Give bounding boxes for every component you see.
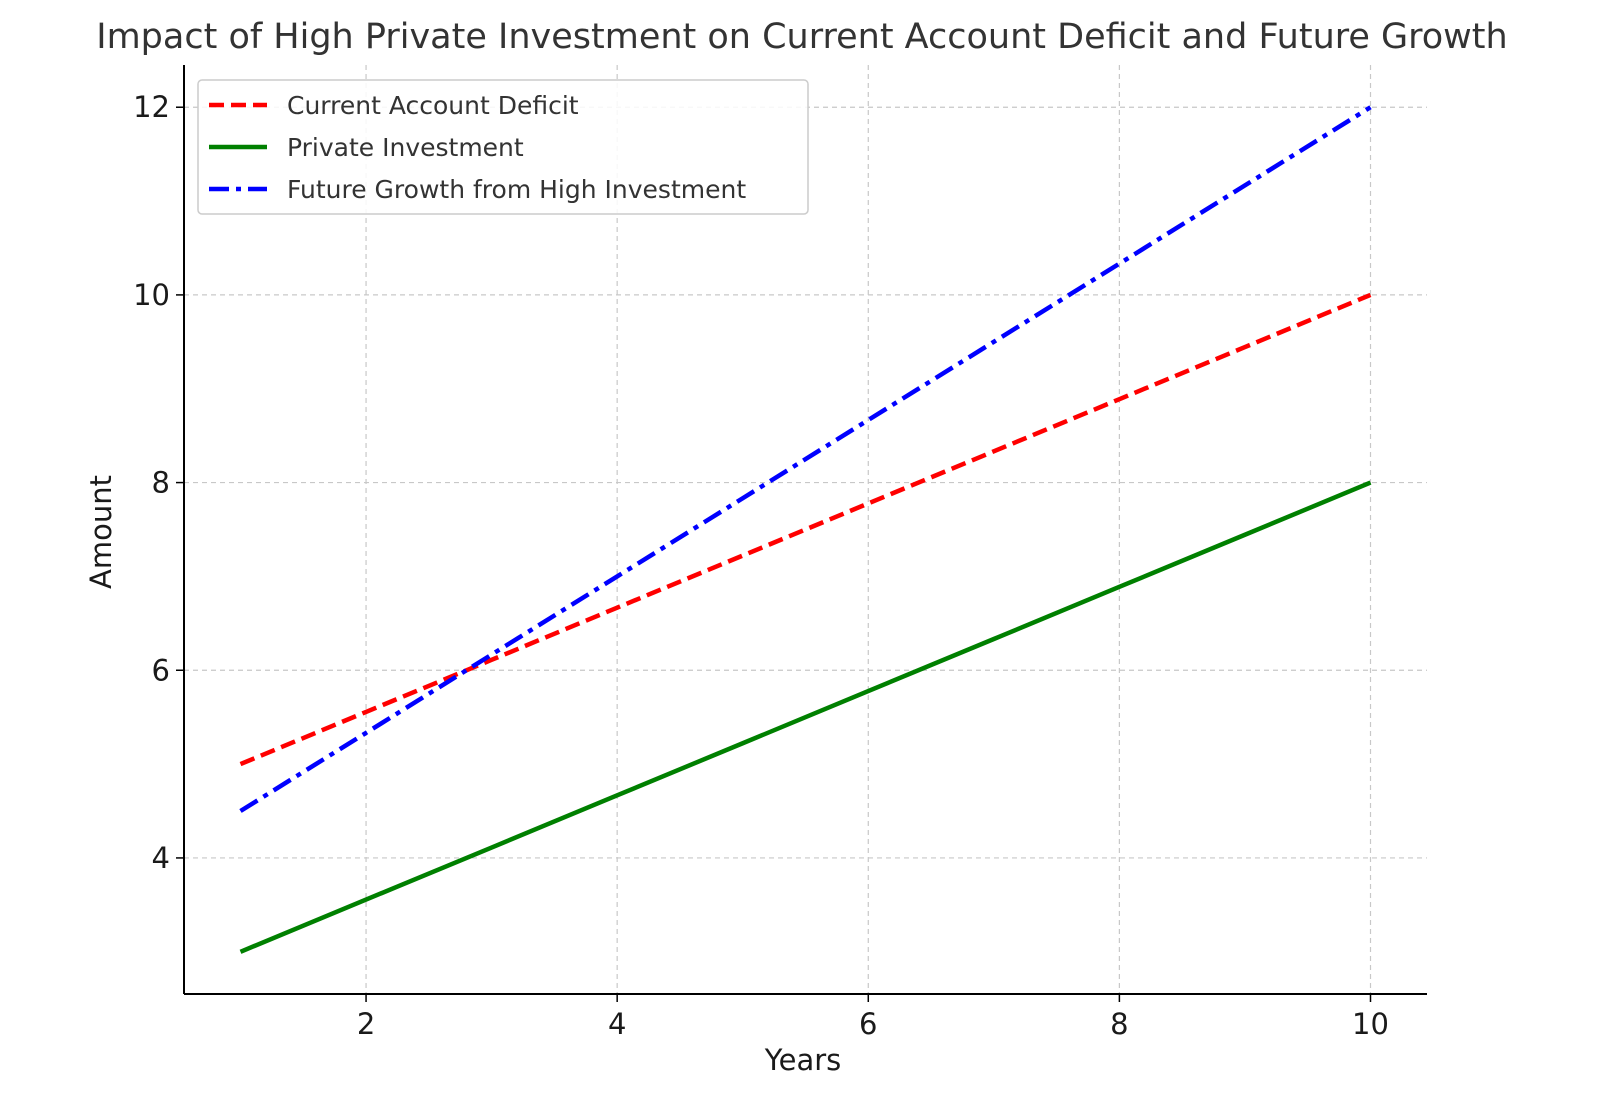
tick-labels: 2 4 6 8 10 4 6 8 10 12 — [133, 90, 1389, 1041]
axes — [183, 65, 1427, 995]
series-lines — [239, 105, 1372, 954]
y-tick-label: 4 — [152, 841, 170, 875]
y-tick-label: 10 — [133, 278, 170, 312]
legend-label-2: Private Investment — [287, 133, 524, 162]
y-tick-label: 12 — [133, 90, 170, 124]
y-tick-label: 6 — [152, 653, 170, 687]
x-tick-label: 4 — [608, 1007, 626, 1041]
grid — [184, 65, 1427, 994]
legend-box — [197, 79, 809, 215]
series-line-1 — [239, 292, 1372, 767]
legend-label-1: Current Account Deficit — [287, 91, 579, 120]
legend-label-3: Future Growth from High Investment — [287, 175, 746, 204]
x-tick-label: 8 — [1110, 1007, 1128, 1041]
chart-title: Impact of High Private Investment on Cur… — [96, 17, 1507, 57]
x-axis-label: Years — [764, 1043, 842, 1077]
legend: Current Account Deficit Private Investmen… — [197, 79, 809, 215]
y-axis-label: Amount — [84, 475, 118, 589]
x-tick-label: 10 — [1352, 1007, 1389, 1041]
x-tick-label: 6 — [859, 1007, 877, 1041]
x-tick-label: 2 — [357, 1007, 375, 1041]
series-line-3 — [239, 105, 1372, 813]
y-tick-label: 8 — [152, 466, 170, 500]
series-line-2 — [239, 480, 1372, 954]
